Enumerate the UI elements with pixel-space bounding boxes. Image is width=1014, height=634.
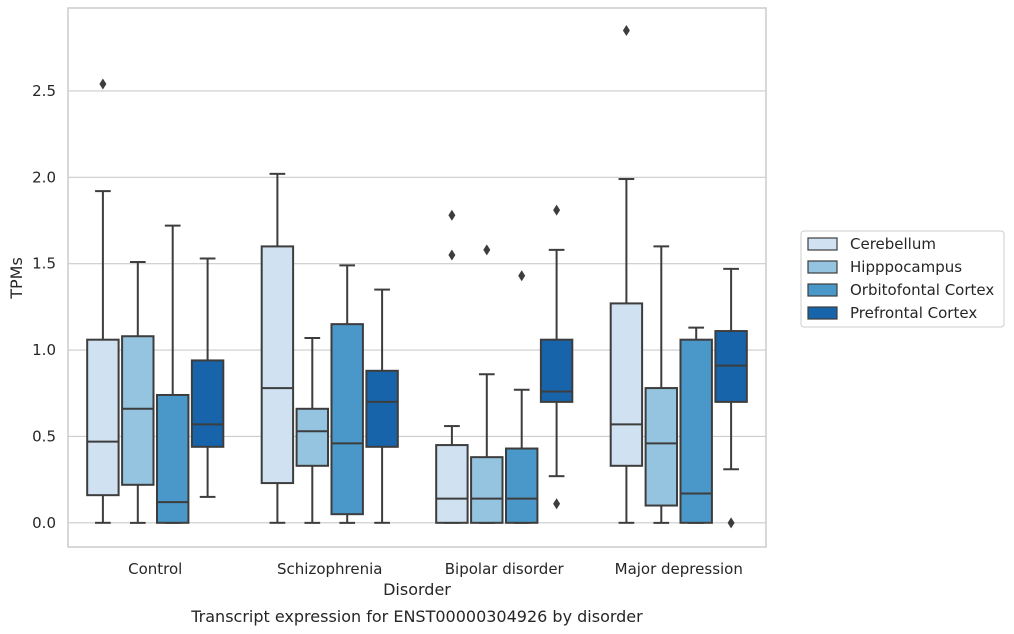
plot-frame (67, 7, 767, 548)
box-iqr (539, 338, 574, 403)
legend-swatch (807, 237, 838, 251)
box-iqr (504, 447, 539, 524)
box-1-2 (470, 244, 504, 524)
legend-label: Hipppocampus (850, 258, 962, 276)
box-3-1 (365, 288, 399, 524)
x-tick-label: Major depression (615, 560, 743, 578)
legend-label: Orbitofontal Cortex (850, 281, 994, 299)
box-iqr (644, 387, 679, 507)
box-2-2 (504, 270, 539, 524)
box-iqr (260, 245, 295, 485)
legend-frame (800, 230, 1005, 328)
box-iqr (121, 335, 155, 486)
y-tick-label: 0.0 (32, 514, 56, 532)
box-2-3 (679, 326, 713, 524)
x-axis-label: Disorder (383, 580, 451, 599)
outlier-point (448, 249, 456, 261)
legend-swatch (807, 260, 838, 274)
y-tick-label: 1.5 (32, 255, 56, 273)
y-axis-label: TPMs (7, 257, 26, 300)
outlier-point (518, 270, 526, 282)
box-0-1 (260, 172, 295, 524)
box-iqr (330, 323, 364, 516)
legend-swatch (807, 306, 838, 320)
legend-item: Hipppocampus (807, 258, 962, 276)
legend-swatch (807, 283, 838, 297)
outlier-point (622, 24, 630, 36)
y-axis-ticks: 0.0 0.5 1.0 1.5 2.0 2.5 (32, 82, 56, 532)
box-iqr (155, 393, 190, 524)
y-tick-label: 2.0 (32, 168, 56, 186)
legend: Cerebellum Hipppocampus Orbitofontal Corte… (800, 230, 1005, 328)
box-0-3 (609, 24, 644, 524)
outlier-point (553, 498, 561, 510)
box-plot-series (86, 24, 748, 529)
x-axis-ticks: Control Schizophrenia Bipolar disorder Majo… (128, 560, 743, 578)
box-1-0 (121, 260, 155, 524)
outlier-point (553, 204, 561, 216)
x-tick-label: Schizophrenia (277, 560, 382, 578)
box-0-2 (435, 209, 469, 524)
box-iqr (470, 456, 504, 524)
y-tick-label: 1.0 (32, 341, 56, 359)
box-iqr (190, 359, 225, 448)
box-3-0 (190, 257, 225, 498)
legend-item: Cerebellum (807, 235, 936, 253)
outlier-point (99, 78, 107, 90)
legend-label: Prefrontal Cortex (850, 304, 977, 322)
x-tick-label: Bipolar disorder (445, 560, 565, 578)
outlier-point (483, 244, 491, 256)
box-1-3 (644, 245, 679, 524)
box-iqr (435, 444, 469, 524)
box-2-1 (330, 264, 364, 524)
box-iqr (679, 338, 713, 524)
box-iqr (86, 338, 120, 497)
box-iqr (295, 407, 330, 467)
box-2-0 (155, 224, 190, 524)
x-tick-label: Control (128, 560, 182, 578)
legend-item: Orbitofontal Cortex (807, 281, 994, 299)
y-tick-label: 2.5 (32, 82, 56, 100)
box-iqr (609, 302, 644, 467)
figure-caption: Transcript expression for ENST0000030492… (190, 607, 643, 626)
box-iqr (365, 369, 399, 448)
box-3-3 (714, 267, 748, 529)
y-tick-label: 0.5 (32, 427, 56, 445)
box-1-1 (295, 336, 330, 524)
box-0-0 (86, 78, 120, 524)
legend-item: Prefrontal Cortex (807, 304, 977, 322)
outlier-point (727, 517, 735, 529)
box-3-2 (539, 204, 574, 510)
legend-label: Cerebellum (850, 235, 936, 253)
outlier-point (448, 209, 456, 221)
